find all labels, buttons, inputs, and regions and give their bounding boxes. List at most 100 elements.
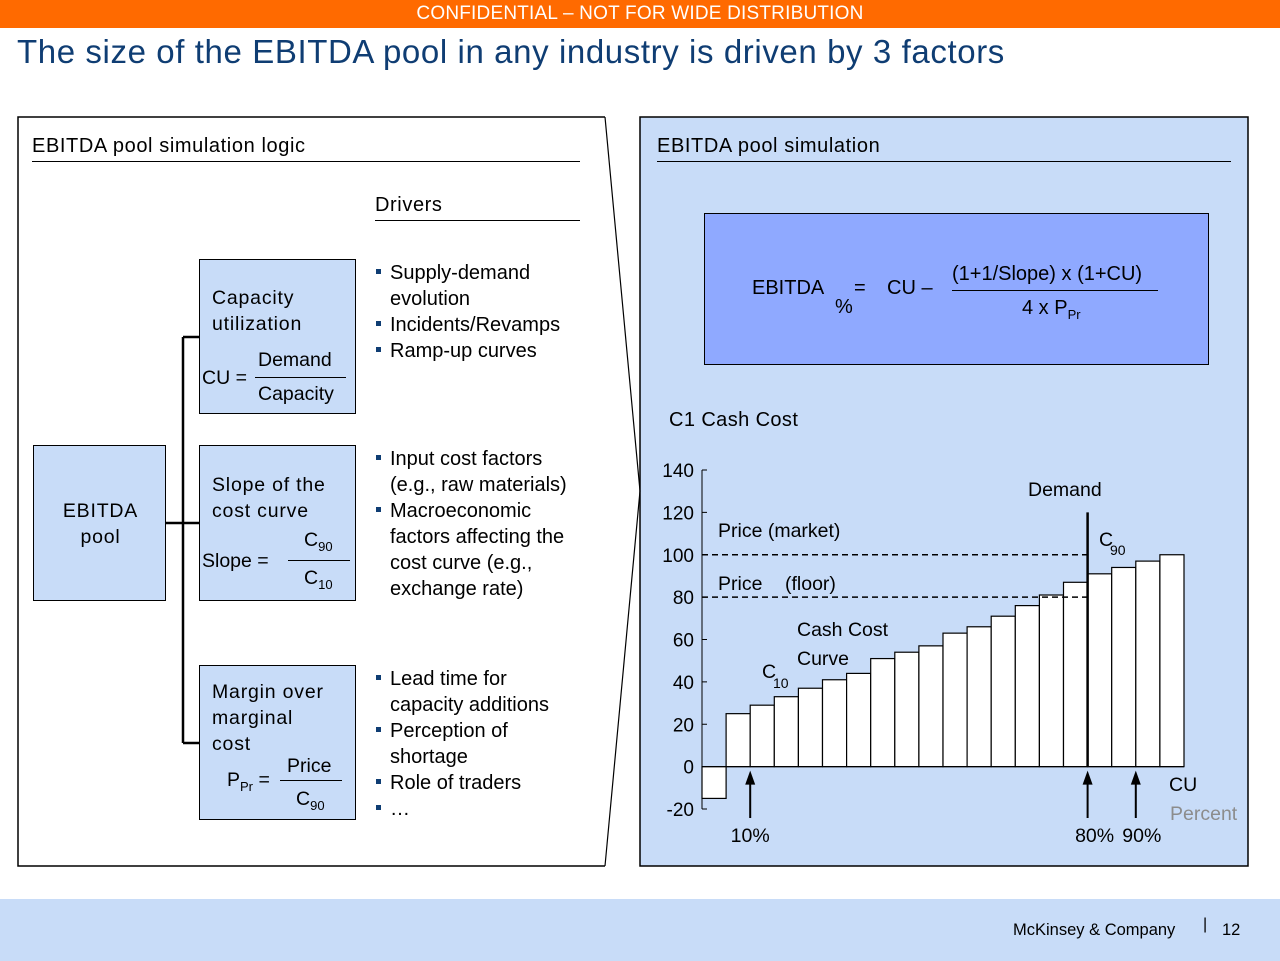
cost-curve-bar: [1159, 554, 1185, 768]
cu-formula-fraction-line: [255, 377, 346, 378]
c90-label: C: [1099, 529, 1113, 551]
margin-formula-denominator: C90: [296, 788, 325, 813]
right-panel-heading: EBITDA pool simulation: [657, 135, 881, 157]
y-tick-label: 20: [673, 715, 694, 736]
cost-curve-bar: [1087, 573, 1113, 768]
driver-item: Macroeconomic factors affecting the cost…: [375, 498, 575, 602]
slope-drivers: Input cost factors (e.g., raw materials)…: [375, 446, 575, 602]
y-tick-label: -20: [667, 800, 694, 821]
cu-formula-lhs: CU =: [202, 367, 247, 389]
price-floor-suffix: (floor): [785, 573, 836, 595]
c10-subscript: 10: [773, 675, 789, 691]
slope-formula-fraction-line: [288, 560, 350, 561]
price-floor-label: Price: [718, 573, 762, 595]
marker-arrow-head: [1082, 770, 1093, 785]
driver-item: Role of traders: [375, 770, 585, 796]
cash-cost-chart: 140 120 100 80 60 40 20 0 -20 Price (market) Price…: [662, 461, 1238, 847]
cu-formula-numerator: Demand: [258, 349, 332, 371]
x-axis-unit: Percent: [1170, 803, 1238, 825]
margin-drivers: Lead time for capacity additions Percept…: [375, 666, 585, 822]
formula-lhs-sub: %: [835, 296, 853, 318]
cu-formula-denominator: Capacity: [258, 383, 334, 405]
page-title: The size of the EBITDA pool in any indus…: [17, 33, 1005, 70]
cost-curve-bar: [797, 687, 824, 768]
cost-curve-bar: [966, 626, 992, 768]
footer-separator: |: [1203, 916, 1208, 933]
formula-fraction-line: [952, 290, 1158, 291]
drivers-heading-rule: [375, 220, 580, 221]
cost-curve-bar: [1062, 581, 1089, 768]
y-tick-label: 80: [673, 588, 694, 609]
left-panel-heading: EBITDA pool simulation logic: [32, 135, 306, 157]
marker-arrow-head: [1130, 770, 1141, 785]
formula-numerator: (1+1/Slope) x (1+CU): [952, 263, 1143, 285]
cost-curve-bar: [1135, 560, 1161, 768]
x-axis-label: CU: [1169, 774, 1197, 796]
marker-label: 80%: [1075, 825, 1114, 847]
capacity-utilization-label-line2: utilization: [212, 313, 303, 335]
formula-equals: =: [854, 277, 866, 299]
ebitda-pool-label-line2: pool: [80, 526, 121, 548]
slope-label-line1: Slope of the: [212, 474, 326, 496]
slope-label-line2: cost curve: [212, 500, 309, 522]
driver-item: …: [375, 796, 585, 822]
capacity-utilization-drivers: Supply-demand evolution Incidents/Revamp…: [375, 260, 595, 364]
cost-curve-bar: [894, 651, 920, 768]
cost-curve-bar: [1014, 605, 1040, 768]
tree-connector: [166, 335, 199, 745]
slope-formula-numerator: C90: [304, 529, 333, 554]
marker-label: 10%: [731, 825, 770, 847]
driver-item: Incidents/Revamps: [375, 312, 595, 338]
chart-title: C1 Cash Cost: [669, 409, 799, 431]
y-tick-label: 0: [683, 758, 694, 779]
drivers-heading: Drivers: [375, 194, 443, 216]
y-tick-label: 120: [662, 503, 694, 524]
cost-curve-bar: [846, 672, 872, 768]
marker-label: 90%: [1122, 825, 1161, 847]
cost-curve-bar: [990, 615, 1016, 768]
footer-bar: McKinsey & Company | 12: [0, 899, 1280, 961]
c10-label: C: [762, 661, 776, 683]
slope-formula-lhs: Slope =: [202, 550, 269, 572]
ebitda-pool-label-line1: EBITDA: [62, 500, 139, 522]
driver-item: Ramp-up curves: [375, 338, 595, 364]
driver-item: Perception of shortage: [375, 718, 585, 770]
left-panel-outline: [17, 116, 605, 867]
ebitda-pool-box: EBITDA pool: [33, 445, 166, 601]
confidential-banner: CONFIDENTIAL – NOT FOR WIDE DISTRIBUTION: [0, 0, 1280, 28]
formula-lhs: EBITDA: [752, 277, 825, 299]
cost-curve-bar: [942, 632, 968, 768]
cost-curve-bar: [1111, 566, 1137, 768]
c90-subscript: 90: [1110, 542, 1126, 558]
formula-cu-term: CU –: [887, 277, 933, 299]
cost-curve-bar: [701, 766, 727, 800]
margin-formula-lhs: PPr =: [227, 769, 270, 794]
cost-curve-bar: [821, 679, 848, 768]
cash-cost-curve-label: Cash Cost: [797, 619, 889, 641]
cost-curve-bar: [918, 645, 944, 768]
margin-label-line1: Margin over: [212, 681, 324, 703]
y-tick-label: 60: [673, 631, 694, 652]
margin-formula-fraction-line: [280, 780, 342, 781]
driver-item: Input cost factors (e.g., raw materials): [375, 446, 575, 498]
slope-formula-denominator: C10: [304, 567, 333, 592]
zoom-connector-bottom: [604, 490, 641, 867]
right-panel-heading-rule: [657, 161, 1231, 162]
margin-formula-numerator: Price: [287, 755, 332, 777]
cost-curve-bar: [1038, 594, 1065, 768]
driver-item: Lead time for capacity additions: [375, 666, 585, 718]
margin-label-line2: marginal: [212, 707, 294, 729]
margin-label-line3: cost: [212, 733, 251, 755]
margin-box: Margin over marginal cost PPr = Price C9…: [199, 665, 356, 820]
left-panel-heading-rule: [32, 161, 580, 162]
cost-curve-bar: [749, 704, 775, 768]
cash-cost-curve-label: Curve: [797, 648, 849, 670]
capacity-utilization-box: Capacity utilization CU = Demand Capacit…: [199, 259, 356, 414]
page-number: 12: [1222, 921, 1241, 939]
company-name: McKinsey & Company: [1013, 921, 1176, 939]
formula-denominator: 4 x PPr: [1022, 297, 1081, 322]
ebitda-formula-box: EBITDA % = CU – (1+1/Slope) x (1+CU) 4 x…: [704, 213, 1209, 365]
driver-item: Supply-demand evolution: [375, 260, 595, 312]
capacity-utilization-label-line1: Capacity: [212, 287, 295, 309]
y-tick-label: 100: [662, 546, 694, 567]
